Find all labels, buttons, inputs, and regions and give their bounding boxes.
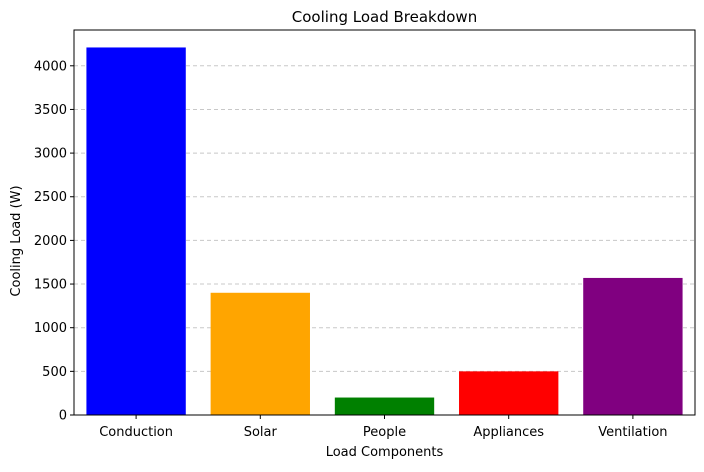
y-tick-label-3500: 3500 (34, 103, 67, 118)
chart-title: Cooling Load Breakdown (292, 8, 477, 26)
y-tick-label-2500: 2500 (34, 190, 67, 205)
x-tick-label-solar: Solar (244, 425, 278, 440)
y-tick-label-0: 0 (59, 409, 67, 424)
y-tick-label-500: 500 (42, 365, 67, 380)
bars (86, 47, 683, 415)
x-tick-label-conduction: Conduction (99, 425, 173, 440)
bar-appliances (459, 371, 559, 415)
y-tick-label-2000: 2000 (34, 234, 67, 249)
x-tick-label-ventilation: Ventilation (598, 425, 667, 440)
ticks: 0 500 1000 1500 2000 2500 3000 3500 4000 Conducti… (34, 59, 668, 440)
y-tick-label-4000: 4000 (34, 59, 67, 74)
bar-conduction (86, 47, 186, 415)
x-tick-label-people: People (363, 425, 406, 440)
y-tick-label-1500: 1500 (34, 278, 67, 293)
bar-solar (210, 292, 310, 415)
bar-people (334, 397, 435, 415)
x-axis-label: Load Components (326, 445, 444, 460)
gridlines (74, 65, 695, 372)
y-tick-label-3000: 3000 (34, 147, 67, 162)
y-tick-label-1000: 1000 (34, 321, 67, 336)
bar-ventilation (583, 277, 683, 415)
y-axis-label: Cooling Load (W) (9, 185, 24, 296)
x-tick-label-appliances: Appliances (473, 425, 544, 440)
